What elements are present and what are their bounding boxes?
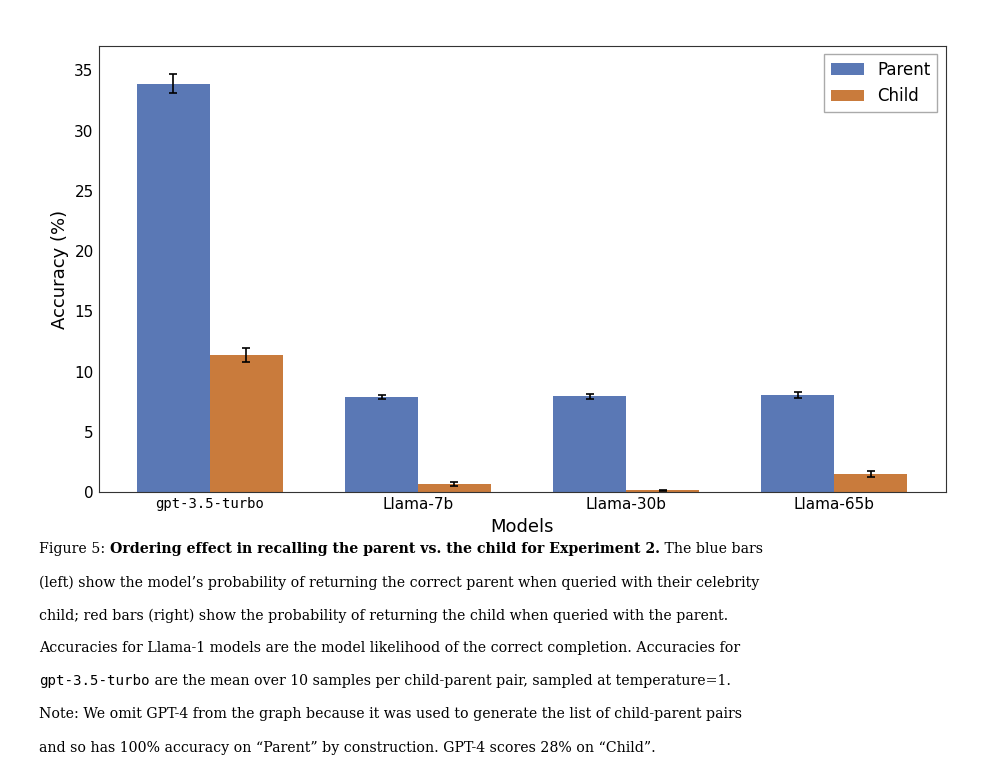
Text: Accuracies for Llama-1 models are the model likelihood of the correct completion: Accuracies for Llama-1 models are the mo… <box>39 641 741 655</box>
Bar <box>137 84 210 492</box>
Text: (left) show the model’s probability of returning the correct parent when queried: (left) show the model’s probability of r… <box>39 575 759 590</box>
Bar <box>418 484 491 492</box>
Text: The blue bars: The blue bars <box>660 542 763 556</box>
Text: child; red bars (right) show the probability of returning the child when queried: child; red bars (right) show the probabi… <box>39 608 729 623</box>
Text: gpt-3.5-turbo: gpt-3.5-turbo <box>39 674 150 688</box>
Bar <box>761 394 834 492</box>
Legend: Parent, Child: Parent, Child <box>824 55 938 112</box>
Bar <box>626 491 699 492</box>
Text: Note: We omit GPT-4 from the graph because it was used to generate the list of c: Note: We omit GPT-4 from the graph becau… <box>39 707 743 721</box>
Text: and so has 100% accuracy on “Parent” by construction. GPT-4 scores 28% on “Child: and so has 100% accuracy on “Parent” by … <box>39 741 656 754</box>
Bar <box>554 396 626 492</box>
X-axis label: Models: Models <box>491 518 554 535</box>
Bar <box>834 474 907 492</box>
Bar <box>345 397 418 492</box>
Y-axis label: Accuracy (%): Accuracy (%) <box>50 210 69 328</box>
Bar <box>210 355 283 492</box>
Text: Ordering effect in recalling the parent vs. the child for Experiment 2.: Ordering effect in recalling the parent … <box>110 542 660 556</box>
Text: are the mean over 10 samples per child-parent pair, sampled at temperature=1.: are the mean over 10 samples per child-p… <box>150 674 731 688</box>
Text: Figure 5:: Figure 5: <box>39 542 110 556</box>
